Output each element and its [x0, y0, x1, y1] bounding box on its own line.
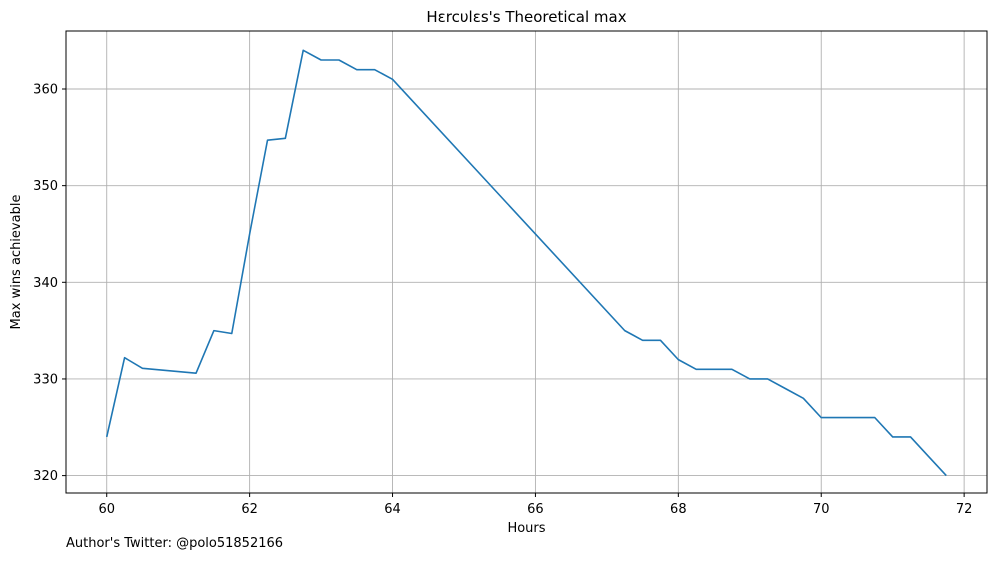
x-tick-label: 60 — [98, 502, 115, 517]
x-tick-label: 66 — [527, 502, 544, 517]
x-tick-label: 70 — [813, 502, 830, 517]
series-layer — [105, 49, 947, 477]
x-tick-label: 68 — [670, 502, 687, 517]
y-tick-label: 330 — [33, 372, 58, 387]
author-credit: Author's Twitter: @polo51852166 — [66, 536, 284, 551]
y-tick-label: 320 — [33, 469, 58, 484]
x-tick-label: 64 — [384, 502, 401, 517]
y-axis-label: Max wins achievable — [9, 195, 24, 330]
y-tick-label: 340 — [33, 276, 58, 291]
y-tick-label: 360 — [33, 82, 58, 97]
grid — [66, 31, 987, 493]
series-line — [105, 49, 947, 477]
x-tick-label: 62 — [241, 502, 258, 517]
x-tick-label: 72 — [956, 502, 973, 517]
y-tick-label: 350 — [33, 179, 58, 194]
tick-layer: 60 62 64 66 68 70 72 320 330 340 350 360 — [33, 82, 972, 517]
chart-title: Hεrcυlεs's Theoretical max — [426, 8, 626, 26]
x-axis-label: Hours — [507, 521, 545, 536]
plot-frame — [65, 30, 988, 494]
